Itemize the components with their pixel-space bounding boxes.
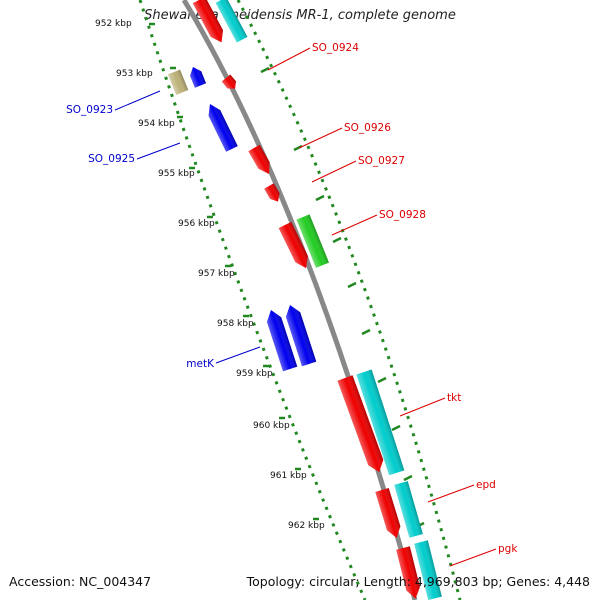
gene-label-tkt[interactable]: tkt (447, 392, 461, 404)
topology-text: Topology: circular (246, 574, 356, 589)
gene-label-leader (298, 127, 343, 149)
scale-tick (315, 194, 325, 202)
gene-label-so-0924[interactable]: SO_0924 (312, 42, 359, 54)
gene-label-leader (449, 548, 497, 567)
tick-label: 956 kbp (178, 219, 215, 229)
gene-arrow-forward (248, 144, 270, 174)
gene-label-metk[interactable]: metK (186, 358, 215, 370)
tick-label: 953 kbp (116, 69, 153, 79)
scale-tick (391, 424, 401, 432)
scale-tick (361, 328, 371, 336)
length-text: Length: 4,969,803 bp (355, 574, 498, 589)
gene-label-pgk[interactable]: pgk (498, 543, 518, 555)
gene-label-leader (114, 90, 161, 111)
scale-tick (293, 144, 303, 152)
gene-label-so-0923[interactable]: SO_0923 (66, 104, 113, 116)
genome-stats: Topology: circularLength: 4,969,803 bpGe… (247, 574, 590, 589)
gene-label-leader (399, 397, 446, 417)
scale-tick (377, 376, 387, 384)
genes-count-text: Genes: 4,448 (498, 574, 590, 589)
accession-value: NC_004347 (79, 574, 152, 589)
gene-arrow-reverse (285, 305, 317, 367)
gene-arrow-forward (375, 487, 401, 538)
inner-scale-ring (138, 0, 367, 600)
gene-label-leader (427, 484, 475, 503)
gene-label-leader (215, 346, 261, 364)
tick-label: 960 kbp (253, 421, 290, 431)
gene-arrow-reverse (190, 67, 207, 88)
gene-label-leader (267, 47, 311, 71)
tick-label: 961 kbp (270, 471, 307, 481)
gene-arrow-other (356, 369, 405, 476)
tick-label: 959 kbp (236, 369, 273, 379)
gene-label-so-0927[interactable]: SO_0927 (358, 155, 405, 167)
gene-label-so-0926[interactable]: SO_0926 (344, 122, 391, 134)
gene-arrow-other (414, 540, 442, 600)
accession-info: Accession: NC_004347 (9, 574, 151, 589)
accession-label: Accession: (9, 574, 76, 589)
scale-tick (403, 474, 413, 482)
gene-label-so-0928[interactable]: SO_0928 (379, 209, 426, 221)
gene-arrow-forward (192, 0, 224, 43)
gene-arrow-reverse (266, 310, 298, 372)
gene-label-epd[interactable]: epd (476, 479, 496, 491)
gene-label-leader (331, 214, 378, 236)
outer-scale-ring (236, 0, 462, 600)
tick-label: 954 kbp (138, 119, 175, 129)
gene-arrow-other (394, 481, 423, 538)
tick-label: 962 kbp (288, 521, 325, 531)
tick-label: 955 kbp (158, 169, 195, 179)
gene-label-leader (311, 160, 357, 183)
tick-label: 958 kbp (217, 319, 254, 329)
tick-label: 952 kbp (95, 19, 132, 29)
gene-arrow-other (215, 0, 248, 43)
gene-label-so-0925[interactable]: SO_0925 (88, 153, 135, 165)
scale-tick (260, 66, 270, 74)
gene-arrow-forward (221, 74, 237, 89)
gene-arrow-rna (296, 214, 329, 268)
scale-tick (332, 236, 342, 244)
gene-arrow-forward (337, 375, 384, 472)
gene-arrow-forward (396, 546, 420, 599)
tick-label: 957 kbp (198, 269, 235, 279)
gene-arrow-forward (264, 183, 280, 202)
gene-arrow-pseudo (167, 69, 189, 95)
gene-arrow-reverse (208, 104, 238, 152)
gene-arrow-forward (278, 221, 308, 269)
genome-backbone (181, 0, 418, 600)
gene-label-leader (136, 142, 181, 160)
scale-tick (347, 281, 357, 289)
